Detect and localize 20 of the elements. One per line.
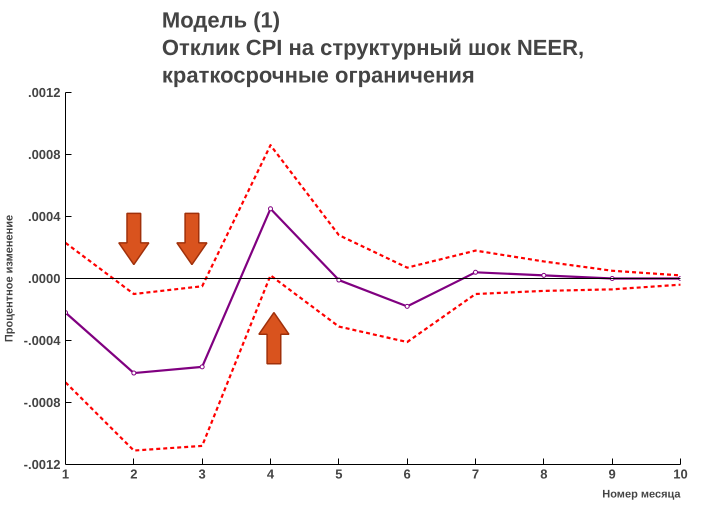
x-tick-label: 6: [404, 466, 411, 482]
y-tick-label: .0012: [28, 85, 61, 100]
y-axis-title: Процентное изменение: [4, 214, 16, 342]
x-tick-label: 9: [608, 466, 616, 482]
y-tick-label: .0008: [28, 147, 61, 162]
y-tick-label: -.0004: [24, 333, 62, 348]
y-tick-label: -.0012: [24, 457, 61, 472]
x-axis-title: Номер месяца: [602, 488, 682, 500]
x-tick-label: 8: [540, 466, 548, 482]
x-tick-label: 3: [198, 466, 206, 482]
y-tick-label: .0000: [28, 271, 61, 286]
x-tick-label: 5: [335, 466, 342, 482]
x-tick-label: 4: [266, 466, 275, 482]
x-tick-label: 1: [62, 466, 70, 482]
y-tick-label: .0004: [28, 209, 62, 224]
x-tick-label: 10: [673, 466, 688, 482]
x-tick-label: 7: [472, 466, 480, 482]
chart-title: Модель (1) Отклик CPI на структурный шок NEER, краткосрочные ограничения: [162, 8, 584, 88]
y-tick-label: -.0008: [24, 395, 61, 410]
x-tick-label: 2: [130, 466, 138, 482]
